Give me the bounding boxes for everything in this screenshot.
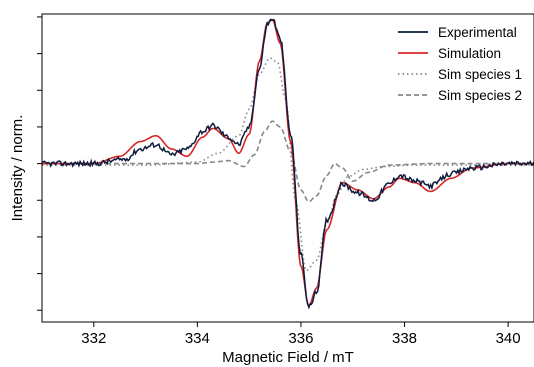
plot-frame [41, 13, 534, 323]
y-axis-label: Intensity / norm. [9, 115, 26, 222]
x-tick-label: 340 [496, 330, 521, 347]
series-line-sim-species-1 [42, 57, 534, 272]
legend-label: Experimental [438, 25, 517, 40]
legend-label: Sim species 1 [438, 67, 522, 82]
legend-label: Sim species 2 [438, 88, 522, 103]
series-line-simulation [42, 19, 534, 308]
legend: Experimental Simulation Sim species 1 Sim s… [398, 25, 522, 103]
series-layer [42, 18, 534, 310]
x-tick-label: 332 [81, 330, 106, 347]
x-axis-label: Magnetic Field / mT [222, 349, 354, 366]
x-tick-label: 336 [288, 330, 313, 347]
x-tick-label: 334 [185, 330, 210, 347]
series-line-experimental [42, 18, 534, 310]
ticks-layer: 332 334 336 338 340 [37, 16, 521, 347]
x-tick-label: 338 [392, 330, 417, 347]
series-line-sim-species-2 [42, 120, 534, 203]
legend-label: Simulation [438, 46, 501, 61]
